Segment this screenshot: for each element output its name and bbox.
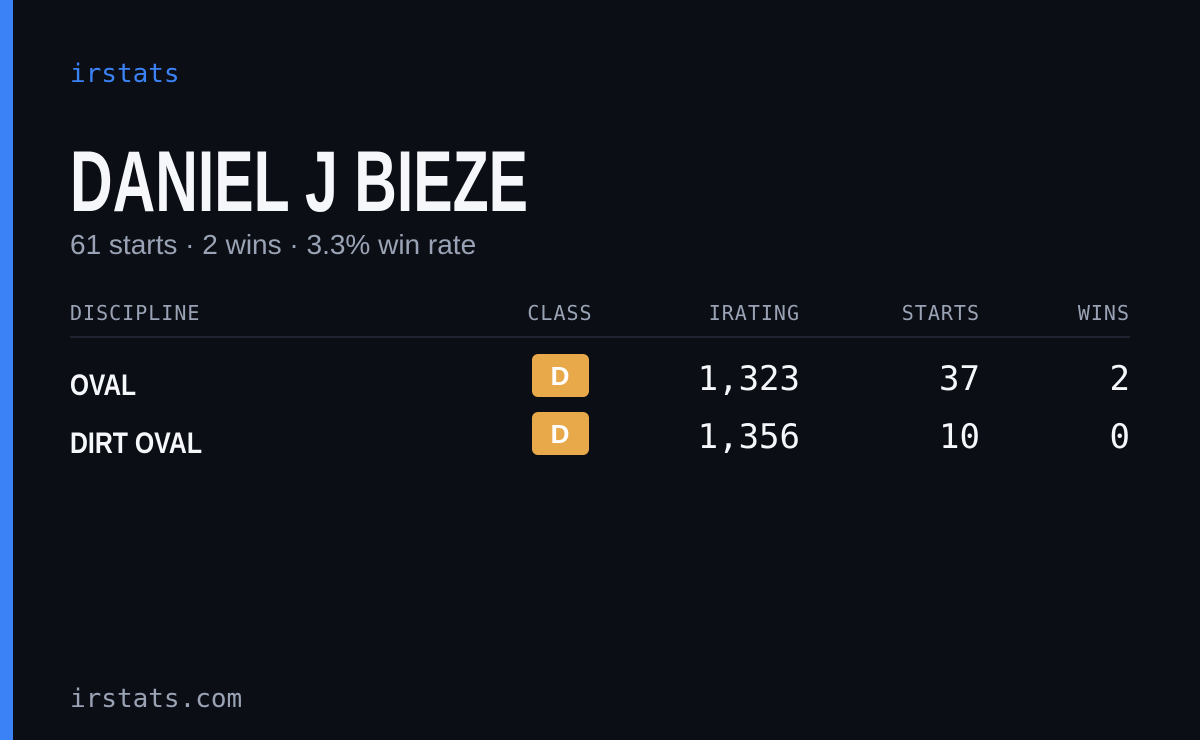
header-cell: STARTS	[902, 301, 980, 325]
brand: irstats	[70, 59, 180, 89]
irating: 1,323	[698, 359, 800, 399]
footer-url: irstats.com	[70, 684, 242, 714]
driver-name: DANIEL J BIEZE	[70, 134, 528, 230]
class-letter: D	[551, 419, 570, 449]
irating: 1,356	[698, 417, 800, 457]
table-header: DISCIPLINE CLASS IRATING STARTS WINS	[70, 301, 1130, 325]
discipline: DIRT OVAL	[70, 427, 202, 460]
starts: 37	[939, 359, 980, 399]
class-badge	[532, 412, 589, 455]
driver-summary: 61 starts · 2 wins · 3.3% win rate	[70, 229, 476, 260]
table-row: OVAL D 1,323 37 2	[70, 354, 1130, 402]
class-badge	[532, 354, 589, 397]
header-cell: IRATING	[709, 301, 800, 325]
discipline: OVAL	[70, 369, 136, 402]
header-cell: WINS	[1078, 301, 1130, 325]
table-row: DIRT OVAL D 1,356 10 0	[70, 412, 1130, 460]
accent-bar	[0, 0, 13, 740]
wins: 2	[1110, 359, 1130, 399]
starts: 10	[939, 417, 980, 457]
header-cell: CLASS	[527, 301, 592, 325]
header-cell: DISCIPLINE	[70, 301, 200, 325]
class-letter: D	[551, 361, 570, 391]
wins: 0	[1110, 417, 1130, 457]
